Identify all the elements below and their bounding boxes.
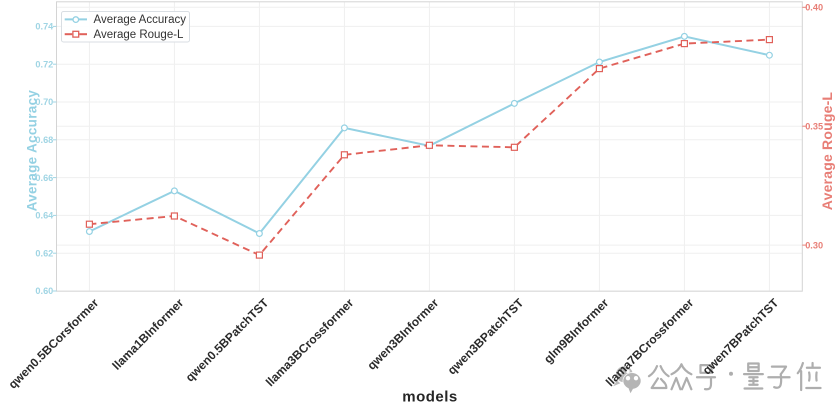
svg-text:0.68: 0.68	[35, 135, 53, 145]
svg-text:Average Accuracy: Average Accuracy	[25, 90, 40, 212]
svg-text:0.35: 0.35	[805, 121, 823, 131]
svg-text:0.72: 0.72	[35, 59, 53, 69]
svg-text:models: models	[402, 389, 458, 406]
svg-text:0.66: 0.66	[35, 173, 53, 183]
svg-text:0.62: 0.62	[35, 248, 53, 258]
svg-text:Average Rouge-L: Average Rouge-L	[819, 92, 835, 211]
svg-text:0.60: 0.60	[35, 286, 53, 296]
svg-text:Average Accuracy: Average Accuracy	[94, 14, 187, 26]
svg-text:0.70: 0.70	[35, 97, 53, 107]
svg-text:0.40: 0.40	[805, 3, 823, 13]
svg-text:Average Rouge-L: Average Rouge-L	[94, 29, 185, 41]
svg-text:0.30: 0.30	[805, 240, 823, 250]
svg-text:0.74: 0.74	[35, 22, 54, 32]
svg-text:0.64: 0.64	[35, 211, 54, 221]
